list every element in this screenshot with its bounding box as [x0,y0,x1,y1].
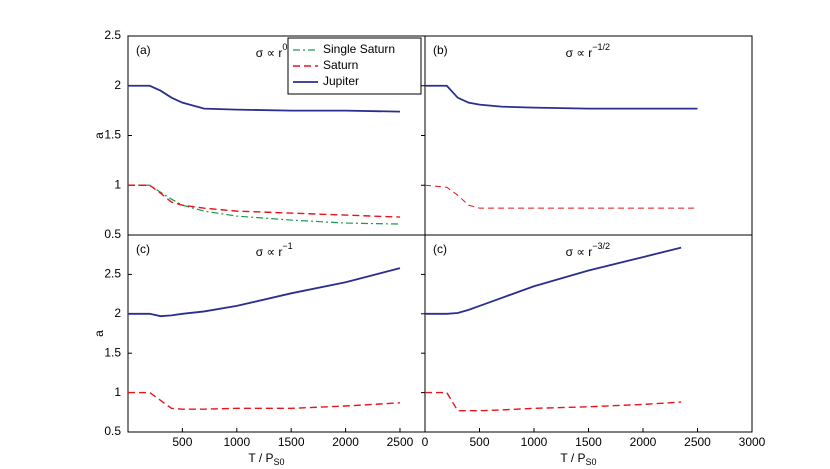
panel-label: (a) [136,43,151,57]
title-exponent: −1 [282,241,292,251]
series-line [425,84,698,110]
x-tick-label: 3000 [739,435,766,449]
panel-label: (c) [136,242,150,256]
series-line [128,391,401,410]
title-exponent: −3/2 [592,241,610,251]
y-axis-label: a [92,132,106,139]
y-tick-label: 1 [114,177,121,191]
series-line [424,184,698,209]
panel-title: σ ∝ r−1 [256,241,293,259]
series-line [128,84,400,113]
x-label-subscript: S0 [274,457,285,467]
x-axis-label: T / PS0 [560,451,596,467]
legend-label: Single Saturn [323,42,395,56]
x-tick-label: 2000 [630,435,657,449]
y-tick-label: 1 [114,385,121,399]
x-tick-label: 2500 [684,435,711,449]
panel-frame [127,234,426,433]
y-tick-label: 1.5 [104,128,121,142]
x-tick-label: 0 [422,435,429,449]
series-line [128,184,400,225]
y-tick-label: 1.5 [104,345,121,359]
x-label-main: T / P [560,451,585,465]
y-axis-label: a [92,330,106,337]
y-tick-label: 0.5 [104,424,121,438]
y-tick-label: 2 [114,306,121,320]
title-main: σ ∝ r [566,245,593,259]
title-exponent: 0 [282,42,287,52]
title-main: σ ∝ r [256,245,283,259]
x-label-main: T / P [248,451,273,465]
legend-label: Jupiter [323,74,359,88]
panel-title: σ ∝ r−1/2 [566,42,610,60]
y-tick-label: 2.5 [104,28,121,42]
y-tick-label: 0.5 [104,227,121,241]
title-main: σ ∝ r [256,46,283,60]
x-axis-label: T / PS0 [248,451,284,467]
panel-frame [424,35,753,236]
x-tick-label: 2000 [332,435,359,449]
panel-title: σ ∝ r−3/2 [566,241,610,259]
x-tick-label: 1000 [521,435,548,449]
x-label-subscript: S0 [586,457,597,467]
x-tick-label: 2500 [387,435,414,449]
legend-label: Saturn [323,58,358,72]
series-line [425,246,682,315]
series-line [425,391,682,412]
panel-label: (c) [433,242,447,256]
title-exponent: −1/2 [592,42,610,52]
y-tick-label: 2 [114,78,121,92]
x-tick-label: 500 [469,435,489,449]
x-tick-label: 1500 [575,435,602,449]
x-tick-label: 500 [172,435,192,449]
x-tick-label: 1500 [278,435,305,449]
series-line [128,184,401,218]
panel-frame [424,234,753,433]
x-tick-label: 1000 [223,435,250,449]
panel-label: (b) [433,43,448,57]
title-main: σ ∝ r [566,46,593,60]
panel-title: σ ∝ r0 [256,42,288,60]
series-line [128,267,401,318]
y-tick-label: 2.5 [104,267,121,281]
